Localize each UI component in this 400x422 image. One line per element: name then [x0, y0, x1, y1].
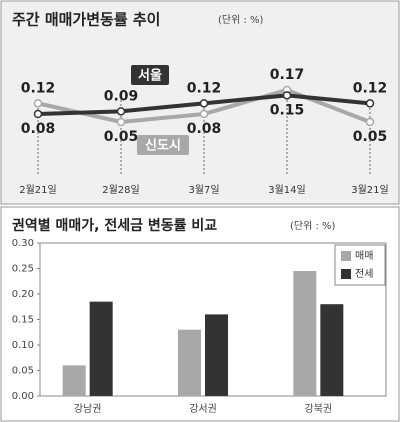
- point: [116, 117, 126, 127]
- bar: [89, 301, 113, 396]
- bar: [205, 314, 228, 396]
- data-label: 0.05: [353, 129, 388, 145]
- data-label: 0.08: [187, 121, 222, 137]
- point: [33, 109, 43, 119]
- unit-label: (단위 : %): [290, 219, 336, 232]
- unit-label: (단위 : %): [218, 13, 264, 26]
- y-tick-label: 0.10: [12, 340, 34, 351]
- x-tick-label: 3월14일: [268, 184, 306, 196]
- point: [33, 99, 43, 108]
- legend-swatch: [341, 269, 351, 279]
- data-label: 0.12: [353, 80, 388, 96]
- series-tag: [137, 135, 189, 155]
- point: [116, 107, 126, 116]
- bar: [62, 365, 86, 396]
- bar: [320, 304, 344, 396]
- legend-label: 매매: [355, 250, 373, 262]
- data-label: 0.12: [187, 80, 222, 96]
- bar: [178, 329, 201, 396]
- point: [365, 99, 375, 108]
- legend-label: 신도시: [145, 139, 181, 154]
- data-label: 0.17: [270, 67, 305, 83]
- x-tick-label: 강남권: [74, 403, 102, 415]
- data-label: 0.05: [104, 129, 139, 145]
- x-tick-label: 3월7일: [188, 184, 219, 196]
- y-tick-label: 0.00: [12, 391, 34, 402]
- data-label: 0.12: [21, 80, 56, 96]
- x-tick-label: 3월21일: [351, 184, 389, 196]
- bar: [293, 271, 317, 396]
- data-label: 0.15: [270, 102, 305, 118]
- chart-title: 주간 매매가변동률 추이: [12, 11, 160, 29]
- x-tick-label: 강서권: [189, 403, 217, 415]
- legend-swatch: [341, 251, 351, 261]
- y-tick-label: 0.20: [12, 289, 34, 300]
- y-tick-label: 0.25: [12, 264, 34, 275]
- x-tick-label: 2월21일: [19, 184, 57, 196]
- legend-label: 전세: [355, 268, 373, 280]
- point: [365, 117, 375, 127]
- series-tag: [131, 65, 169, 85]
- point: [199, 99, 209, 108]
- point: [282, 91, 292, 100]
- legend-label: 서울: [138, 68, 162, 84]
- x-tick-label: 강북권: [305, 403, 333, 415]
- y-tick-label: 0.30: [12, 238, 34, 249]
- data-label: 0.09: [104, 88, 139, 104]
- chart-title: 권역별 매매가, 전세금 변동률 비교: [12, 217, 217, 234]
- y-tick-label: 0.05: [12, 366, 34, 377]
- point: [199, 109, 209, 119]
- x-tick-label: 2월28일: [102, 184, 140, 196]
- y-tick-label: 0.15: [12, 315, 34, 326]
- data-label: 0.08: [21, 121, 56, 137]
